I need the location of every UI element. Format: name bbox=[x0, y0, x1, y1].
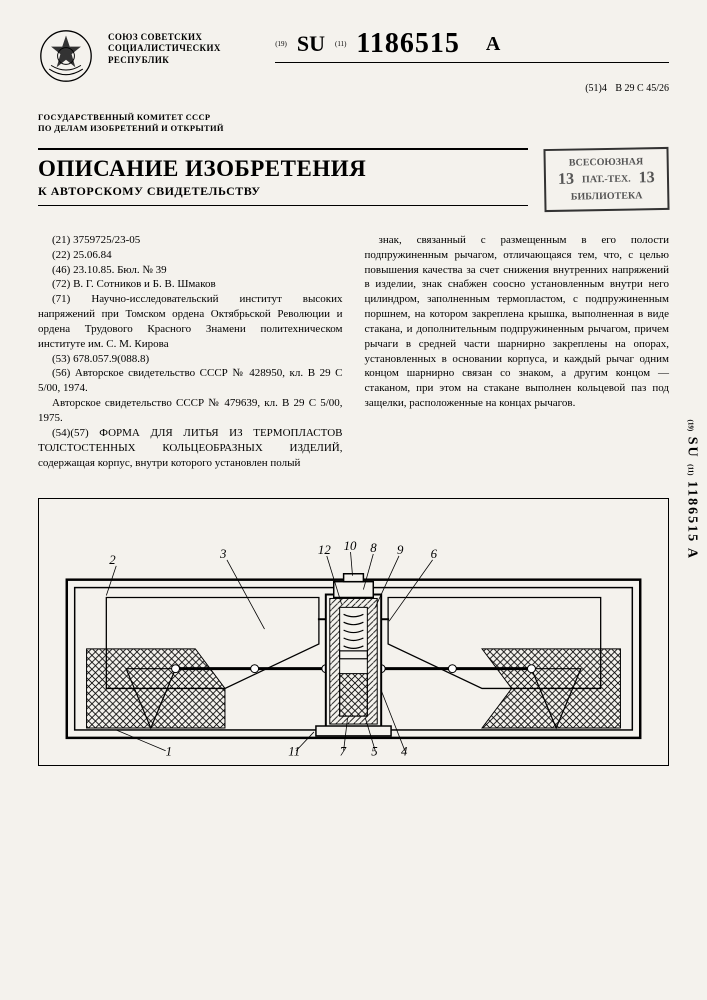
stamp-num-left: 13 bbox=[558, 170, 574, 191]
classifier-code: В 29 С 45/26 bbox=[615, 83, 669, 94]
field-53: (53) 678.057.9(088.8) bbox=[38, 352, 343, 367]
fig-label-11: 11 bbox=[288, 745, 300, 759]
classifier-label: (51)4 bbox=[585, 83, 607, 94]
fig-label-2: 2 bbox=[109, 553, 116, 567]
ipc-classifier: (51)4 В 29 С 45/26 bbox=[585, 83, 669, 94]
document-title: ОПИСАНИЕ ИЗОБРЕТЕНИЯ bbox=[38, 148, 528, 182]
ussr-emblem-icon bbox=[38, 28, 94, 84]
side-prefix-11: (11) bbox=[686, 464, 694, 475]
fig-label-6: 6 bbox=[431, 547, 438, 561]
divider bbox=[38, 205, 528, 206]
field-46: (46) 23.10.85. Бюл. № 39 bbox=[38, 263, 343, 278]
figure: 2 3 12 10 8 9 6 1 11 7 bbox=[38, 498, 669, 766]
stamp-mid: ПАТ.-ТЕХ. bbox=[582, 173, 631, 187]
title-row: ОПИСАНИЕ ИЗОБРЕТЕНИЯ К АВТОРСКОМУ СВИДЕТ… bbox=[38, 148, 669, 211]
field-71: (71) Научно-исследовательский институт в… bbox=[38, 292, 343, 351]
committee-label: ГОСУДАРСТВЕННЫЙ КОМИТЕТ СССР ПО ДЕЛАМ ИЗ… bbox=[38, 112, 669, 134]
side-number: 1186515 bbox=[684, 481, 699, 543]
title-block: ОПИСАНИЕ ИЗОБРЕТЕНИЯ К АВТОРСКОМУ СВИДЕТ… bbox=[38, 148, 528, 206]
fig-label-7: 7 bbox=[340, 745, 347, 759]
stamp-bottom: БИБЛИОТЕКА bbox=[559, 189, 656, 204]
header-row: СОЮЗ СОВЕТСКИХ СОЦИАЛИСТИЧЕСКИХ РЕСПУБЛИ… bbox=[38, 28, 669, 94]
fig-label-9: 9 bbox=[397, 543, 404, 557]
kind-code: A bbox=[470, 33, 500, 56]
left-column: (21) 3759725/23-05 (22) 25.06.84 (46) 23… bbox=[38, 233, 343, 471]
union-label: СОЮЗ СОВЕТСКИХ СОЦИАЛИСТИЧЕСКИХ РЕСПУБЛИ… bbox=[108, 28, 261, 66]
fig-label-12: 12 bbox=[318, 543, 331, 557]
figure-svg: 2 3 12 10 8 9 6 1 11 7 bbox=[47, 513, 660, 765]
fig-label-10: 10 bbox=[344, 539, 357, 553]
side-suffix: A bbox=[684, 548, 699, 560]
field-54: (54)(57) ФОРМА ДЛЯ ЛИТЬЯ ИЗ ТЕРМОПЛАСТОВ… bbox=[38, 426, 343, 471]
right-column: знак, связанный с размещенным в его поло… bbox=[365, 233, 670, 471]
side-prefix-19: (19) bbox=[686, 420, 694, 432]
fig-label-3: 3 bbox=[219, 547, 226, 561]
stamp-num-right: 13 bbox=[639, 168, 655, 189]
fig-label-8: 8 bbox=[370, 541, 377, 555]
field-56b: Авторское свидетельство СССР № 479639, к… bbox=[38, 396, 343, 426]
patent-number: 1186515 bbox=[356, 28, 459, 60]
country-code: SU bbox=[297, 31, 325, 57]
field-22: (22) 25.06.84 bbox=[38, 248, 343, 263]
fig-label-1: 1 bbox=[166, 745, 172, 759]
field-72: (72) В. Г. Сотников и Б. В. Шмаков bbox=[38, 277, 343, 292]
prefix-19: (19) bbox=[275, 40, 287, 48]
library-stamp: ВСЕСОЮЗНАЯ 13 ПАТ.-ТЕХ. 13 БИБЛИОТЕКА bbox=[544, 147, 670, 212]
document-subtitle: К АВТОРСКОМУ СВИДЕТЕЛЬСТВУ bbox=[38, 184, 528, 199]
patent-page: СОЮЗ СОВЕТСКИХ СОЦИАЛИСТИЧЕСКИХ РЕСПУБЛИ… bbox=[0, 0, 707, 1000]
side-publication-code: (19) SU (11) 1186515 A bbox=[683, 420, 699, 560]
publication-number: (19) SU (11) 1186515 A bbox=[275, 28, 669, 63]
fig-label-4: 4 bbox=[401, 745, 408, 759]
prefix-11: (11) bbox=[335, 40, 346, 48]
side-su: SU bbox=[684, 437, 699, 459]
fig-label-5: 5 bbox=[371, 745, 378, 759]
field-21: (21) 3759725/23-05 bbox=[38, 233, 343, 248]
body-columns: (21) 3759725/23-05 (22) 25.06.84 (46) 23… bbox=[38, 233, 669, 471]
field-56a: (56) Авторское свидетельство СССР № 4289… bbox=[38, 366, 343, 396]
abstract-text: знак, связанный с размещенным в его поло… bbox=[365, 233, 670, 411]
